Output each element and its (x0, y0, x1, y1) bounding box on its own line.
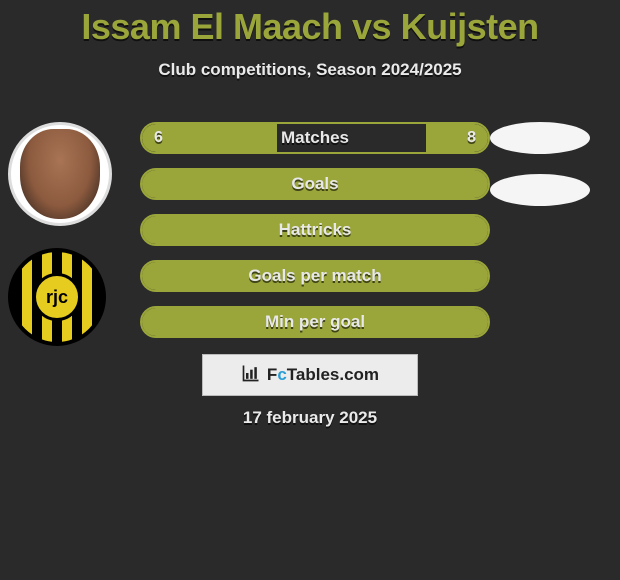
stat-bars: Matches6 8 Goals Hattricks Goals per match Mi… (140, 122, 490, 352)
stat-bar-row: Min per goal (140, 306, 490, 338)
chart-icon (241, 363, 261, 388)
club-badge: rjc (8, 248, 106, 346)
stat-bar-row: Matches6 8 (140, 122, 490, 154)
bar-label: Matches (142, 124, 488, 152)
opponent-avatar-placeholder-2 (490, 174, 590, 206)
bar-value-left: 6 (154, 124, 163, 152)
stat-bar-row: Goals per match (140, 260, 490, 292)
player-avatar (8, 122, 112, 226)
comparison-date: 17 february 2025 (0, 408, 620, 428)
bar-label: Goals (142, 170, 488, 198)
opponent-avatar-placeholder-1 (490, 122, 590, 154)
stat-bar-row: Hattricks (140, 214, 490, 246)
logo-text: FcTables.com (267, 365, 379, 385)
right-column (490, 122, 600, 226)
bar-label: Goals per match (142, 262, 488, 290)
bar-label: Hattricks (142, 216, 488, 244)
page-subtitle: Club competitions, Season 2024/2025 (0, 60, 620, 80)
club-badge-text: rjc (33, 273, 81, 321)
bar-value-right: 8 (467, 124, 476, 152)
page-title: Issam El Maach vs Kuijsten (0, 0, 620, 48)
bar-label: Min per goal (142, 308, 488, 336)
left-column: rjc (8, 122, 118, 346)
avatar-face-shape (20, 129, 100, 219)
fctables-logo[interactable]: FcTables.com (202, 354, 418, 396)
stat-bar-row: Goals (140, 168, 490, 200)
